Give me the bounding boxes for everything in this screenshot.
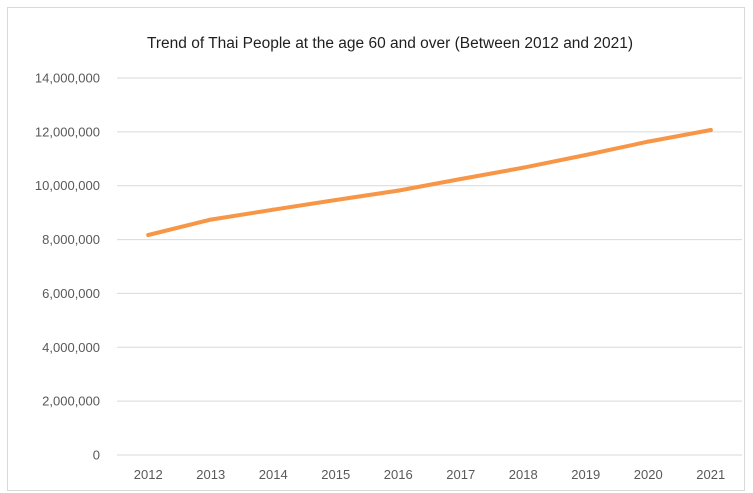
y-tick-label: 8,000,000	[42, 232, 100, 247]
data-point	[333, 197, 338, 202]
data-point	[458, 176, 463, 181]
data-point	[271, 207, 276, 212]
y-tick-label: 14,000,000	[35, 71, 100, 86]
series-layer	[146, 127, 713, 237]
chart-title: Trend of Thai People at the age 60 and o…	[147, 35, 633, 52]
x-axis: 2012 2013 2014 2015 2016 2017 2018 2019 2020 2021	[134, 467, 725, 482]
y-tick-label: 12,000,000	[35, 124, 100, 139]
chart-container	[7, 7, 745, 491]
x-tick-label: 2015	[321, 467, 350, 482]
y-tick-label: 4,000,000	[42, 340, 100, 355]
x-tick-label: 2018	[509, 467, 538, 482]
y-axis: 0 2,000,000 4,000,000 6,000,000 8,000,000 10,…	[35, 71, 100, 463]
x-tick-label: 2021	[696, 467, 725, 482]
data-point	[708, 127, 713, 132]
data-point	[146, 232, 151, 237]
data-point	[521, 165, 526, 170]
x-tick-label: 2014	[259, 467, 288, 482]
y-tick-label: 10,000,000	[35, 178, 100, 193]
y-tick-label: 0	[93, 448, 100, 463]
data-point	[208, 217, 213, 222]
y-tick-label: 2,000,000	[42, 394, 100, 409]
series-line	[146, 128, 713, 237]
x-tick-label: 2013	[196, 467, 225, 482]
x-tick-label: 2020	[634, 467, 663, 482]
y-tick-label: 6,000,000	[42, 286, 100, 301]
data-point	[646, 139, 651, 144]
data-point	[583, 153, 588, 158]
data-point	[396, 188, 401, 193]
x-tick-label: 2017	[446, 467, 475, 482]
x-tick-label: 2012	[134, 467, 163, 482]
x-tick-label: 2019	[571, 467, 600, 482]
x-tick-label: 2016	[384, 467, 413, 482]
gridlines	[117, 77, 742, 456]
